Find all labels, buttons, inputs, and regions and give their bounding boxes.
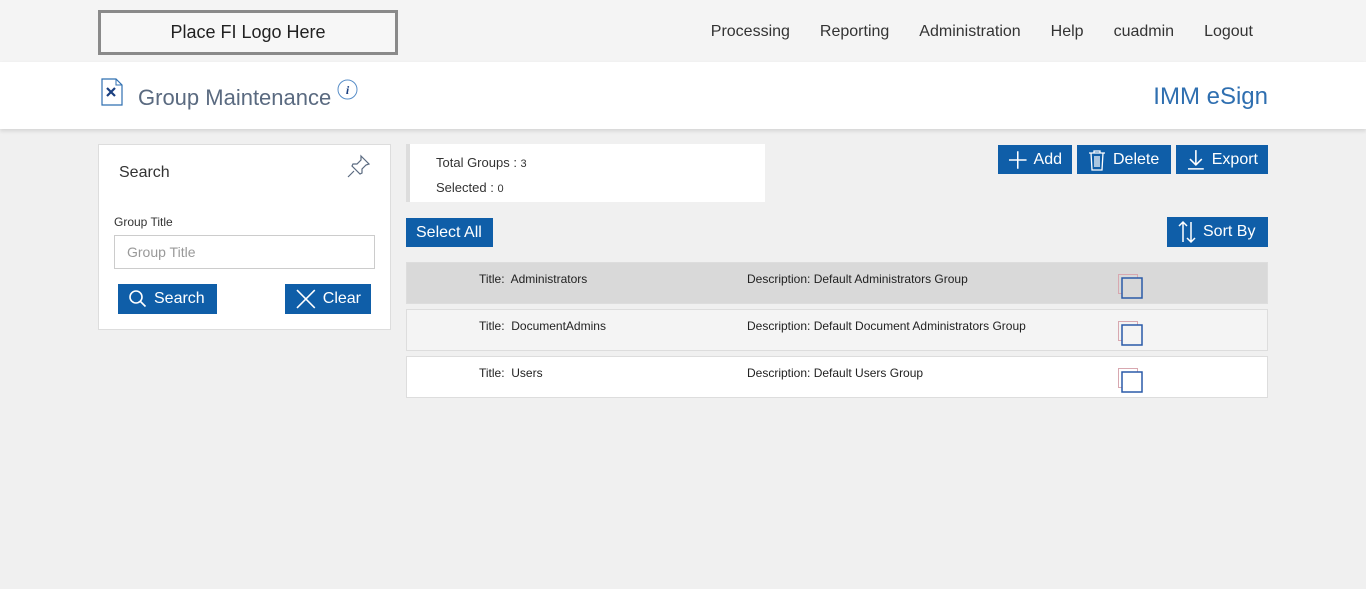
sort-by-button[interactable]: Sort By [1167, 217, 1268, 247]
page-header: Group Maintenance IMM eSign [0, 62, 1366, 129]
nav-logout[interactable]: Logout [1204, 23, 1253, 40]
search-panel: Search Group Title Search Clear [98, 144, 391, 330]
group-title: Title: Administrators [479, 272, 588, 286]
export-label: Export [1211, 150, 1258, 168]
export-button[interactable]: Export [1176, 145, 1268, 174]
info-icon[interactable]: i [337, 79, 358, 100]
group-row[interactable]: Title: DocumentAdmins Description: Defau… [406, 309, 1268, 351]
nav-administration[interactable]: Administration [919, 23, 1021, 40]
group-checkbox[interactable] [1117, 367, 1145, 395]
selected-count: Selected : 0 [436, 180, 504, 195]
group-row[interactable]: Title: Administrators Description: Defau… [406, 262, 1268, 304]
search-button-label: Search [154, 290, 205, 307]
svg-text:i: i [346, 83, 350, 97]
add-label: Add [1033, 150, 1062, 168]
total-groups: Total Groups : 3 [436, 155, 527, 170]
delete-button[interactable]: Delete [1077, 145, 1171, 174]
sort-icon [1178, 220, 1196, 244]
nav-processing[interactable]: Processing [710, 23, 790, 40]
group-description: Description: Default Administrators Grou… [747, 272, 968, 286]
group-description: Description: Default Document Administra… [747, 319, 1026, 333]
group-row[interactable]: Title: Users Description: Default Users … [406, 356, 1268, 398]
add-button[interactable]: Add [998, 145, 1072, 174]
nav-user[interactable]: cuadmin [1113, 23, 1175, 40]
group-checkbox[interactable] [1117, 320, 1145, 348]
document-tools-icon [101, 78, 123, 106]
group-description: Description: Default Users Group [747, 366, 924, 380]
clear-button[interactable]: Clear [285, 284, 371, 314]
search-button[interactable]: Search [118, 284, 217, 314]
sort-by-label: Sort By [1203, 223, 1256, 240]
search-panel-title: Search [119, 164, 170, 181]
brand-name: IMM eSign [1153, 83, 1268, 110]
clear-button-label: Clear [322, 290, 361, 307]
delete-label: Delete [1113, 150, 1160, 168]
group-title-label: Group Title [114, 215, 173, 229]
page-title: Group Maintenance [138, 85, 332, 110]
main-nav: Processing Reporting Administration Help… [711, 23, 1253, 41]
download-icon [1187, 149, 1204, 170]
group-checkbox[interactable] [1117, 273, 1145, 301]
nav-help[interactable]: Help [1050, 23, 1084, 40]
pin-icon[interactable] [346, 153, 372, 179]
logo-placeholder: Place FI Logo Here [98, 10, 398, 55]
nav-reporting[interactable]: Reporting [819, 23, 890, 40]
group-title-input[interactable] [114, 235, 375, 269]
plus-icon [1008, 150, 1027, 169]
close-icon [296, 289, 316, 309]
trash-icon [1089, 149, 1105, 171]
group-title: Title: Users [479, 366, 543, 380]
top-bar: Place FI Logo Here Processing Reporting … [0, 0, 1366, 62]
search-icon [129, 290, 147, 308]
group-stats: Total Groups : 3 Selected : 0 [406, 144, 765, 202]
group-title: Title: DocumentAdmins [479, 319, 606, 333]
select-all-button[interactable]: Select All [406, 218, 493, 247]
